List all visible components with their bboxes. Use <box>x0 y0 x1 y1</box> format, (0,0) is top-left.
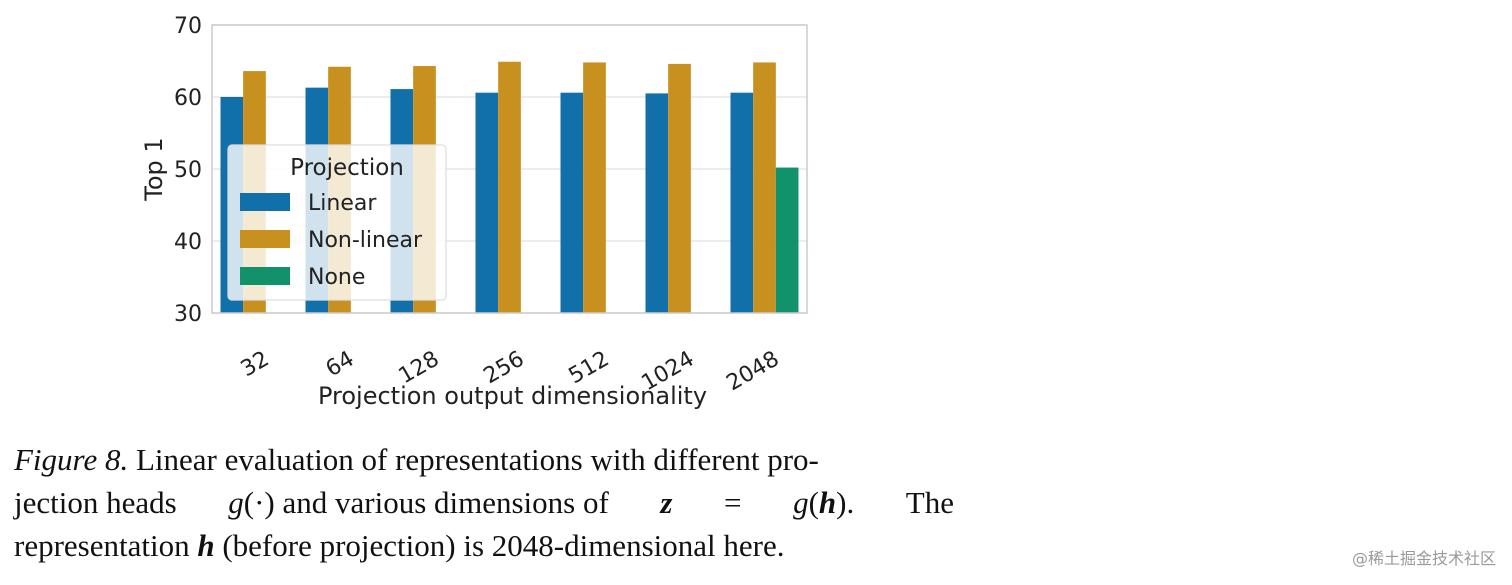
caption-math-z: z <box>660 485 673 520</box>
legend-box <box>227 144 447 301</box>
caption-line-1: Figure 8. Linear evaluation of represent… <box>14 438 954 481</box>
caption-text-3b: (before projection) is 2048-dimensional … <box>222 528 785 563</box>
caption-math-eq: = <box>724 485 742 520</box>
legend-label-non-linear: Non-linear <box>308 228 423 253</box>
legend: Projection Linear Non-linear None <box>227 144 447 301</box>
legend-title: Projection <box>290 155 404 181</box>
bar-non-linear-1024 <box>668 63 691 313</box>
y-tick-label: 50 <box>174 158 202 183</box>
legend-swatch-none <box>240 267 290 285</box>
caption-paren-close: ). <box>836 485 855 520</box>
y-tick-label: 60 <box>174 86 202 111</box>
x-tick-label: 64 <box>322 347 359 383</box>
bar-linear-512 <box>560 92 584 314</box>
caption-line-2: jection heads g(·) and various dimension… <box>14 481 954 524</box>
y-tick-label: 30 <box>174 302 202 327</box>
bar-none-2048 <box>775 167 799 313</box>
caption-paren-open: ( <box>808 485 819 520</box>
y-axis-ticks: 30 40 50 60 70 <box>174 14 202 327</box>
caption-text-2-end: The <box>905 485 954 520</box>
y-axis-label: Top 1 <box>140 137 168 201</box>
watermark: @稀土掘金技术社区 <box>1351 549 1496 568</box>
caption-math-g: g <box>228 485 244 520</box>
legend-label-none: None <box>308 265 365 290</box>
caption-math-h: h <box>818 485 837 520</box>
caption-math-g2: g <box>793 485 809 520</box>
bar-non-linear-256 <box>498 61 521 313</box>
bar-linear-1024 <box>645 93 669 314</box>
bar-non-linear-512 <box>583 62 606 313</box>
legend-swatch-linear <box>240 193 290 211</box>
caption-math-h2: h <box>197 528 215 563</box>
caption-text-1: Linear evaluation of representations wit… <box>135 442 819 477</box>
bar-linear-256 <box>475 92 499 314</box>
bar-linear-2048 <box>730 92 754 314</box>
caption-line-3: representation h (before projection) is … <box>14 524 954 567</box>
plot-frame <box>211 24 808 314</box>
legend-swatch-non-linear <box>240 230 290 248</box>
caption-text-2b: (·) and various dimensions of <box>243 485 609 520</box>
y-tick-label: 70 <box>174 14 202 39</box>
legend-items: Linear Non-linear None <box>240 191 423 290</box>
y-tick-label: 40 <box>174 230 202 255</box>
caption-text-2a: jection heads <box>14 485 177 520</box>
legend-label-linear: Linear <box>308 191 377 216</box>
x-axis-label: Projection output dimensionality <box>318 382 707 410</box>
x-tick-label: 2048 <box>723 347 784 397</box>
caption-label: Figure 8. <box>14 442 129 477</box>
figure-caption: Figure 8. Linear evaluation of represent… <box>14 438 954 567</box>
caption-text-3a: representation <box>14 528 190 563</box>
bar-non-linear-2048 <box>753 62 776 313</box>
x-tick-label: 32 <box>237 347 274 383</box>
